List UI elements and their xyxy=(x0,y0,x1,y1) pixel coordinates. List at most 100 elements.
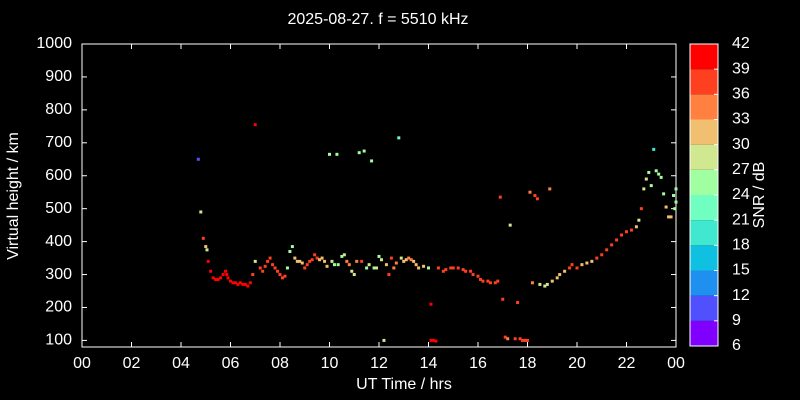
point xyxy=(328,152,331,156)
x-tick-label: 20 xyxy=(568,355,586,372)
point xyxy=(672,194,676,197)
y-tick-label: 1000 xyxy=(36,35,72,52)
point xyxy=(310,258,314,262)
point xyxy=(389,256,393,260)
colorbar-bin xyxy=(690,295,718,321)
point xyxy=(211,276,215,280)
point xyxy=(295,259,299,263)
point xyxy=(225,273,229,277)
y-tick-label: 100 xyxy=(45,332,72,349)
point xyxy=(585,261,589,265)
point xyxy=(496,279,500,283)
point xyxy=(397,136,401,140)
point xyxy=(367,263,371,267)
x-tick-label: 02 xyxy=(123,355,141,372)
point xyxy=(382,338,386,342)
point xyxy=(313,253,317,257)
x-tick-label: 12 xyxy=(370,355,388,372)
point xyxy=(204,245,208,249)
point xyxy=(196,157,200,161)
point xyxy=(350,269,354,273)
colorbar-bin xyxy=(690,119,718,145)
colorbar-tick-label: 6 xyxy=(732,337,741,354)
point xyxy=(224,269,228,273)
point xyxy=(241,282,245,286)
point xyxy=(555,276,559,280)
point xyxy=(336,263,340,267)
point xyxy=(315,256,319,260)
point xyxy=(238,281,242,285)
point xyxy=(206,259,210,263)
point xyxy=(375,266,379,270)
point xyxy=(647,170,651,174)
point xyxy=(600,253,604,257)
point xyxy=(308,259,312,263)
colorbar-tick-label: 24 xyxy=(732,186,750,203)
colorbar-bin xyxy=(690,320,718,346)
point xyxy=(639,207,643,211)
point xyxy=(649,184,653,188)
point xyxy=(634,225,638,229)
point xyxy=(501,297,505,301)
point xyxy=(335,152,339,156)
point xyxy=(545,282,549,286)
point xyxy=(276,269,280,273)
x-tick-label: 22 xyxy=(618,355,636,372)
point xyxy=(431,338,435,342)
y-tick-label: 300 xyxy=(45,266,72,283)
colorbar-tick-label: 18 xyxy=(732,237,750,254)
colorbar-tick-label: 42 xyxy=(732,35,750,52)
point xyxy=(498,195,502,199)
point xyxy=(548,187,552,191)
colorbar-tick-label: 21 xyxy=(732,211,750,228)
point xyxy=(387,273,391,277)
point xyxy=(590,259,594,263)
point xyxy=(513,337,517,341)
point xyxy=(644,177,648,181)
colorbar-bin xyxy=(690,169,718,195)
point xyxy=(201,236,205,240)
point xyxy=(243,282,247,286)
point xyxy=(384,263,388,267)
point xyxy=(216,277,220,281)
point xyxy=(422,264,426,268)
point xyxy=(330,259,334,263)
point xyxy=(659,175,663,179)
point xyxy=(370,159,374,163)
point xyxy=(379,258,383,262)
point xyxy=(365,266,369,270)
point xyxy=(625,230,628,234)
point xyxy=(427,266,430,270)
point xyxy=(469,269,473,273)
colorbar-bin xyxy=(690,220,718,246)
point xyxy=(199,210,203,214)
point xyxy=(266,259,270,263)
point xyxy=(253,123,257,127)
point xyxy=(278,273,282,277)
colorbar-tick-label: 15 xyxy=(732,262,750,279)
point xyxy=(258,266,262,270)
point xyxy=(362,149,366,153)
chart-title: 2025-08-27. f = 5510 kHz xyxy=(287,11,468,28)
point xyxy=(526,338,529,342)
point xyxy=(461,268,465,272)
point xyxy=(332,263,336,267)
point xyxy=(226,276,230,280)
point xyxy=(320,256,324,260)
point xyxy=(214,277,218,281)
point xyxy=(372,266,376,270)
colorbar-tick-label: 27 xyxy=(732,161,750,178)
point xyxy=(205,248,209,252)
point xyxy=(246,284,250,288)
x-tick-label: 06 xyxy=(222,355,240,372)
point xyxy=(404,258,408,262)
y-tick-label: 600 xyxy=(45,167,72,184)
point xyxy=(412,259,416,263)
point xyxy=(305,263,309,267)
x-tick-label: 14 xyxy=(420,355,438,372)
colorbar-bin xyxy=(690,44,718,70)
point xyxy=(399,256,403,260)
point xyxy=(429,302,433,306)
